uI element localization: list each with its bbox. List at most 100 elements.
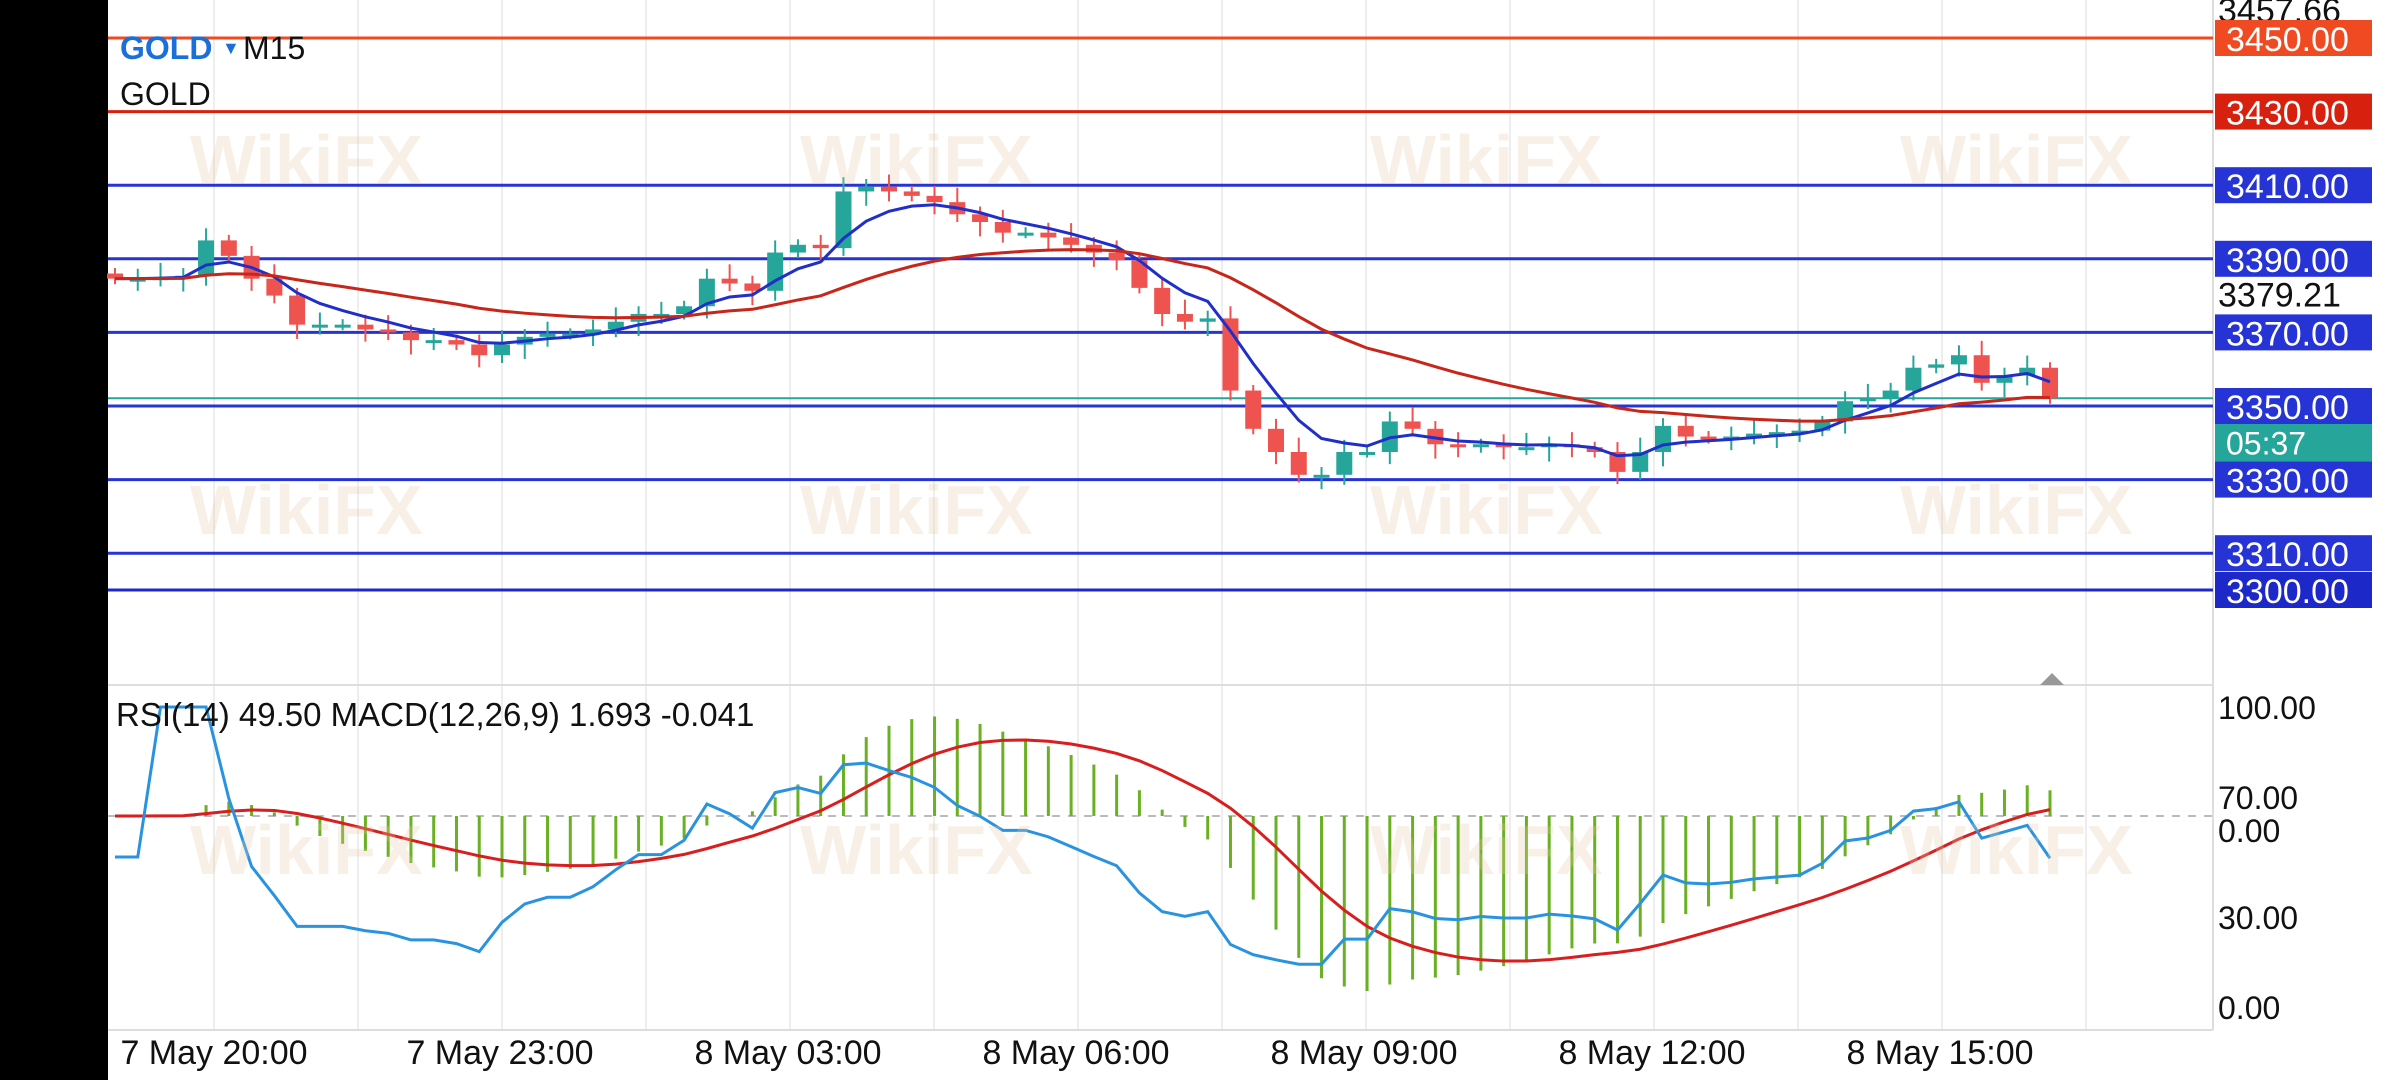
- price-level-tag: [2215, 20, 2372, 56]
- candle-body: [1495, 444, 1512, 448]
- price-level-tag: [2215, 93, 2372, 130]
- price-level-label: 3430.00: [2226, 95, 2349, 133]
- price-level-label: 3410.00: [2226, 168, 2349, 206]
- candle-body: [1359, 452, 1376, 455]
- candle-body: [1336, 452, 1353, 475]
- candle-body: [1131, 260, 1148, 288]
- candle-body: [1837, 401, 1854, 422]
- candle-body: [903, 191, 920, 196]
- candle-body: [1063, 237, 1080, 245]
- candle-body: [562, 333, 579, 337]
- rsi-axis-label: 30.00: [2218, 900, 2298, 936]
- candle-body: [744, 283, 761, 291]
- price-level-tag: [2215, 167, 2372, 204]
- candle-body: [1472, 444, 1489, 448]
- x-tick-label: 8 May 15:00: [1846, 1034, 2034, 1072]
- candle-body: [1905, 367, 1922, 391]
- candle-body: [1882, 390, 1899, 399]
- candle-body: [1768, 432, 1785, 436]
- countdown-label: 05:37: [2226, 425, 2306, 461]
- rsi-axis-label: 100.00: [2218, 690, 2316, 726]
- candle-body: [539, 333, 556, 337]
- indicator-label: RSI(14) 49.50 MACD(12,26,9) 1.693 -0.041: [116, 696, 755, 733]
- candle-body: [220, 240, 237, 256]
- candle-body: [1108, 252, 1125, 261]
- candle-body: [1268, 428, 1284, 452]
- candle-body: [494, 344, 510, 356]
- triangle-down-icon[interactable]: ▼: [222, 38, 240, 58]
- candle-body: [1700, 436, 1717, 440]
- candle-body: [1313, 474, 1330, 478]
- candle-body: [402, 332, 419, 341]
- candle-body: [289, 295, 306, 325]
- candle-body: [334, 324, 351, 328]
- candle-body: [767, 252, 784, 291]
- candle-body: [1928, 364, 1945, 368]
- candle-body: [198, 240, 215, 276]
- candle-body: [1154, 287, 1171, 314]
- candle-body: [1404, 421, 1421, 429]
- price-level-tag: [2215, 314, 2372, 351]
- candle-body: [1996, 375, 2013, 383]
- timeframe-label[interactable]: M15: [243, 30, 306, 66]
- price-level-tag: [2215, 572, 2372, 608]
- candle-body: [1176, 314, 1193, 322]
- fast-moving-average-line: [115, 203, 2051, 458]
- left-edge-bar: [0, 0, 108, 1080]
- candle-body: [653, 314, 670, 317]
- candle-body: [721, 278, 738, 284]
- candle-body: [858, 186, 875, 192]
- candle-body: [1746, 433, 1763, 437]
- price-level-tag: [2215, 535, 2372, 572]
- candle-body: [972, 214, 989, 222]
- candle-body: [698, 278, 715, 307]
- x-tick-label: 7 May 23:00: [406, 1034, 594, 1072]
- candle-body: [607, 321, 624, 330]
- candle-body: [266, 278, 283, 296]
- candle-body: [676, 306, 693, 314]
- price-level-label: 3450.00: [2226, 21, 2349, 59]
- candle-body: [1017, 232, 1034, 236]
- price-level-label: 3330.00: [2226, 463, 2349, 501]
- instrument-label: GOLD: [120, 76, 211, 112]
- candle-body: [1199, 318, 1216, 322]
- price-level-tag: [2215, 388, 2372, 424]
- x-tick-label: 8 May 03:00: [694, 1034, 882, 1072]
- price-level-label: 3390.00: [2226, 242, 2349, 280]
- candle-body: [1290, 452, 1307, 475]
- price-level-label: 3300.00: [2226, 573, 2349, 611]
- candle-body: [1040, 232, 1057, 238]
- symbol-selector[interactable]: GOLD: [120, 30, 213, 66]
- candle-body: [1859, 398, 1876, 402]
- candle-body: [926, 195, 943, 203]
- slow-moving-average-line: [115, 248, 2051, 423]
- candle-body: [789, 244, 806, 253]
- price-axis-label: 3379.21: [2218, 277, 2341, 315]
- candle-body: [1450, 444, 1467, 448]
- candle-body: [107, 273, 123, 279]
- candle-body: [448, 340, 465, 345]
- candle-body: [1632, 452, 1649, 472]
- macd-signal-line: [115, 738, 2051, 963]
- candle-body: [585, 329, 602, 334]
- candle-body: [881, 186, 897, 192]
- candle-body: [357, 324, 374, 330]
- candle-body: [311, 324, 328, 328]
- x-tick-label: 7 May 20:00: [120, 1034, 308, 1072]
- candle-body: [994, 222, 1011, 233]
- x-tick-label: 8 May 09:00: [1270, 1034, 1458, 1072]
- candle-body: [471, 344, 488, 356]
- candle-body: [1245, 390, 1262, 429]
- candle-body: [1677, 425, 1694, 437]
- macd-zero-label: 0.00: [2218, 813, 2280, 849]
- rsi-axis-label: 70.00: [2218, 780, 2298, 816]
- x-tick-label: 8 May 12:00: [1558, 1034, 1746, 1072]
- price-level-tag: [2215, 240, 2372, 277]
- candle-body: [1814, 421, 1831, 431]
- rsi-line: [115, 705, 2052, 966]
- price-level-tag: [2215, 461, 2372, 498]
- candle-body: [2019, 367, 2036, 376]
- x-tick-label: 8 May 06:00: [982, 1034, 1170, 1072]
- candle-body: [425, 340, 442, 344]
